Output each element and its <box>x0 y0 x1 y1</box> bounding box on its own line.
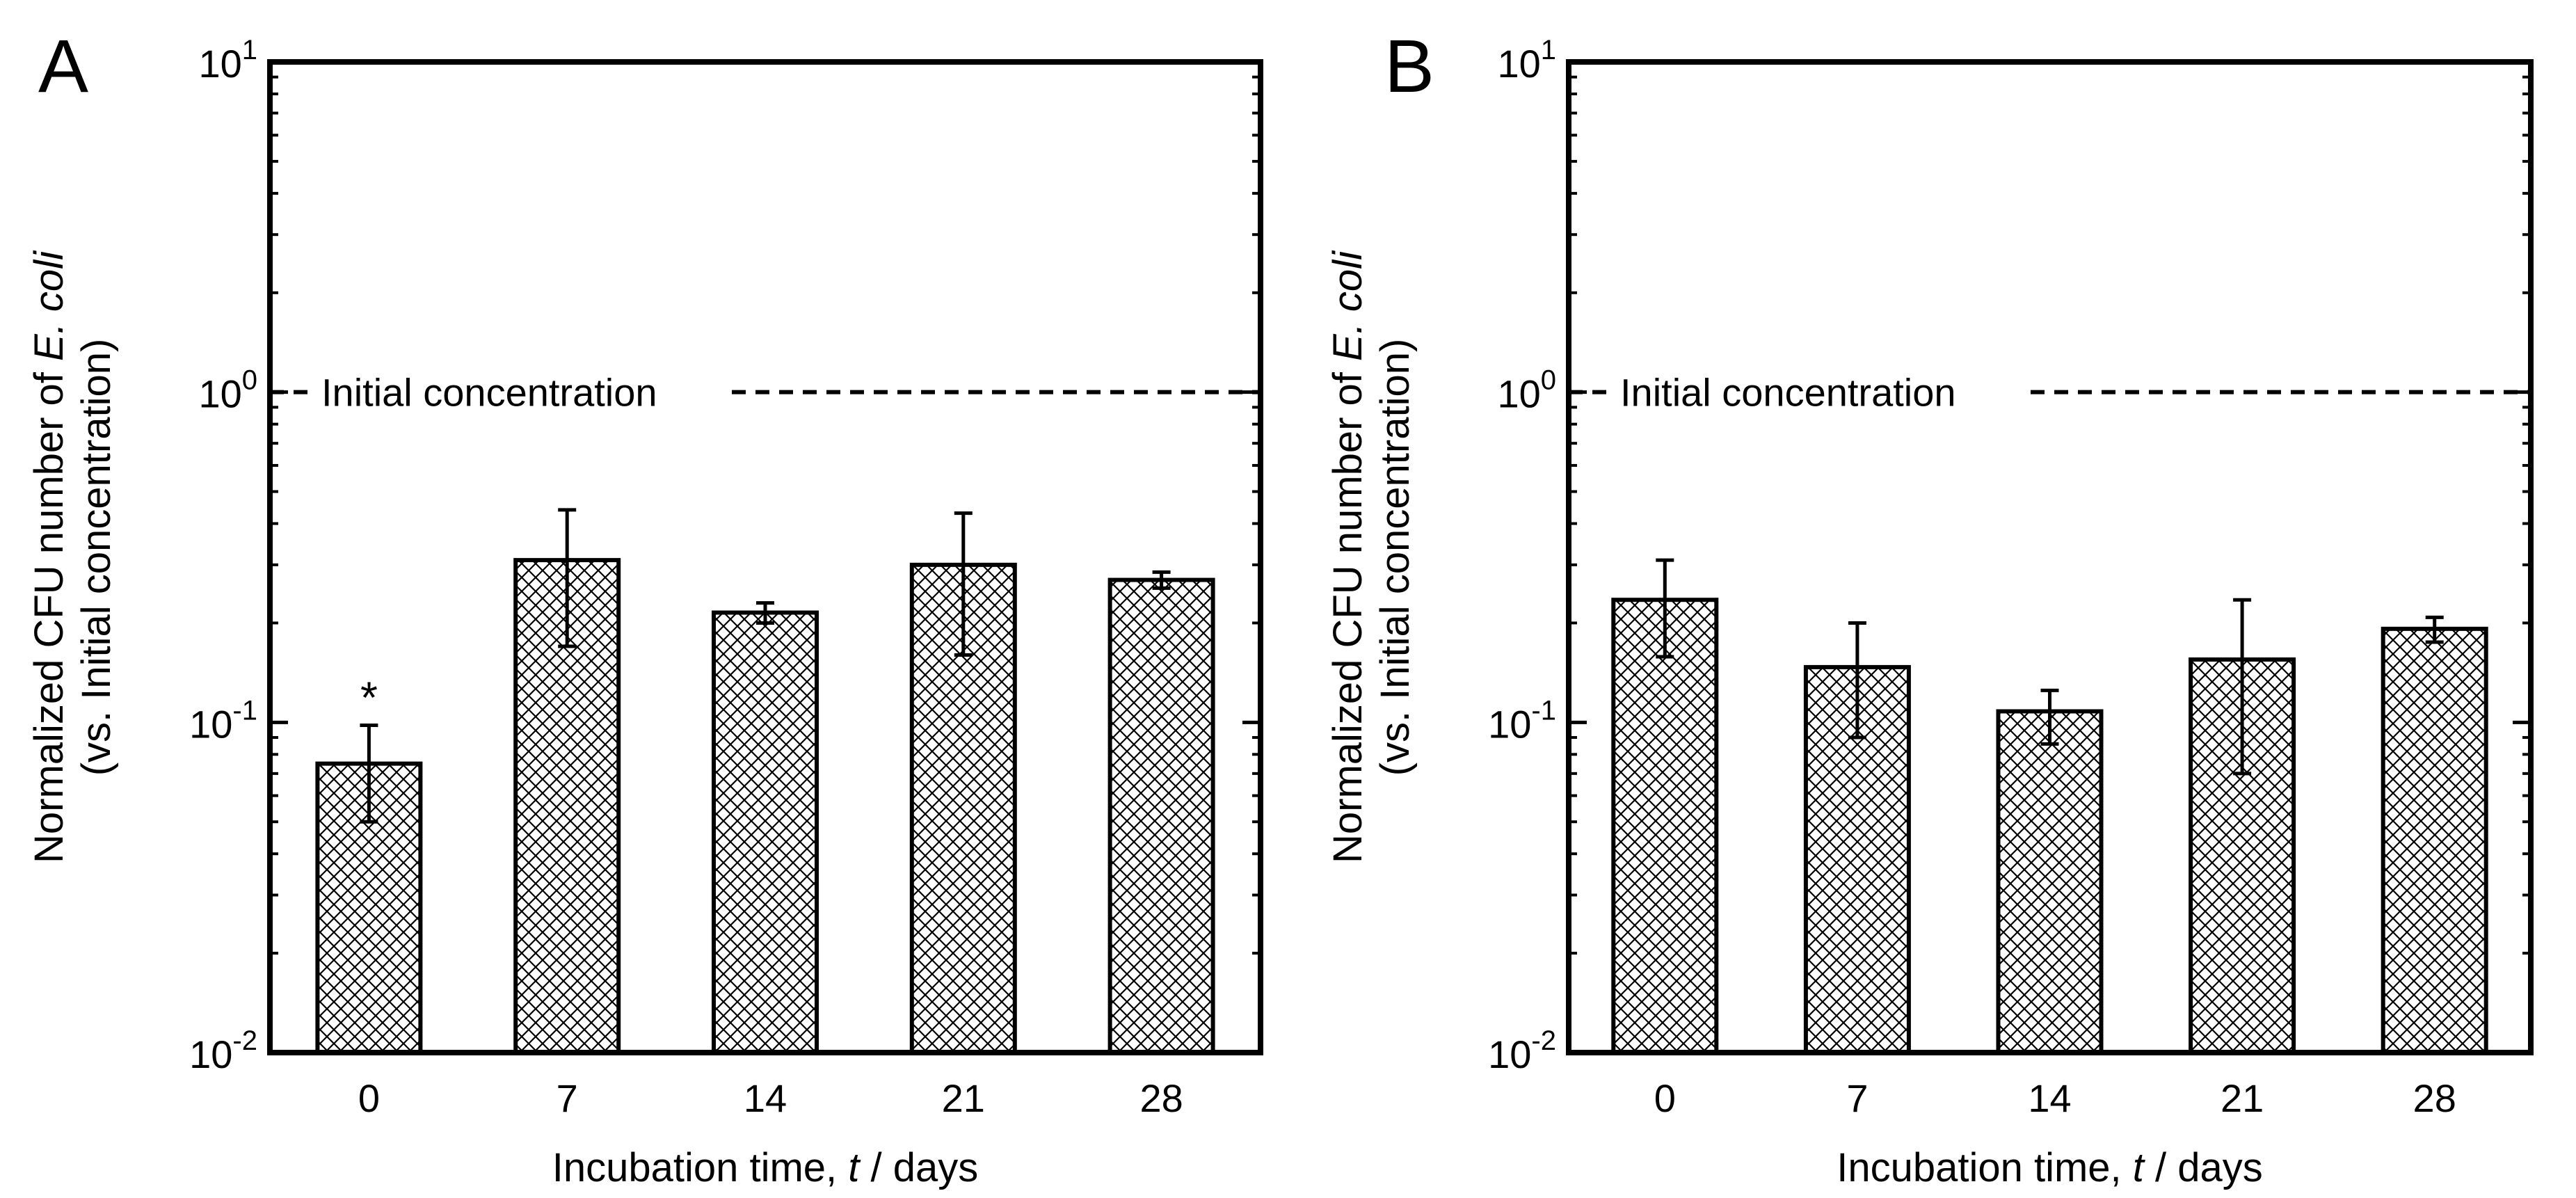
y-axis-label-line1: Normalized CFU number of E. coli <box>1325 250 1370 863</box>
x-axis-label: Incubation time, t / days <box>552 1145 979 1190</box>
x-axis-label-text: Incubation time, <box>1837 1145 2133 1190</box>
bar <box>1107 577 1215 1055</box>
x-axis-label-variable: t <box>848 1145 861 1190</box>
y-tick-label: 101 <box>1497 35 1556 86</box>
x-tick-label: 21 <box>942 1076 985 1120</box>
y-tick-base: 10 <box>189 702 232 746</box>
x-tick-label: 7 <box>1846 1076 1868 1120</box>
y-tick-exponent: -2 <box>1531 1025 1556 1056</box>
x-tick-label: 0 <box>358 1076 380 1120</box>
x-tick-label: 14 <box>2028 1076 2071 1120</box>
y-tick-base: 10 <box>1497 42 1540 86</box>
y-tick-exponent: 1 <box>1541 35 1556 65</box>
y-tick-base: 10 <box>1488 1032 1531 1076</box>
plot-frame <box>267 59 1263 1055</box>
y-tick-exponent: -1 <box>1531 695 1556 726</box>
y-axis-label-organism: E. coli <box>1325 250 1370 361</box>
x-tick-label: 28 <box>1139 1076 1183 1120</box>
y-tick-base: 10 <box>1488 702 1531 746</box>
y-tick-exponent: -1 <box>232 695 257 726</box>
y-tick-base: 10 <box>198 372 241 416</box>
reference-line-label: Initial concentration <box>321 371 657 415</box>
plot-frame <box>1566 59 2534 1055</box>
x-tick-label: 28 <box>2413 1076 2456 1120</box>
reference-line-label: Initial concentration <box>1620 371 1956 415</box>
bar <box>712 610 819 1055</box>
y-tick-label: 100 <box>1497 365 1556 416</box>
y-tick-label: 101 <box>198 35 257 86</box>
y-axis-label-line2: (vs. Initial concentration) <box>74 339 119 776</box>
y-tick-base: 10 <box>1497 372 1540 416</box>
y-tick-label: 10-2 <box>189 1025 257 1076</box>
y-axis-label-organism: E. coli <box>26 250 72 361</box>
x-tick-label: 21 <box>2221 1076 2264 1120</box>
x-tick-label: 14 <box>744 1076 787 1120</box>
y-tick-label: 10-2 <box>1488 1025 1556 1076</box>
y-tick-label: 10-1 <box>1488 695 1556 746</box>
panel-a: A0 7 14 21 28*Initial concentration10-210-11… <box>26 24 1263 1190</box>
x-axis-label: Incubation time, t / days <box>1837 1145 2263 1190</box>
significance-marker: * <box>360 672 378 722</box>
y-axis-label-text: Normalized CFU number of <box>26 361 72 863</box>
y-tick-exponent: 0 <box>242 365 257 396</box>
y-tick-base: 10 <box>198 42 241 86</box>
y-tick-base: 10 <box>189 1032 232 1076</box>
panel-label: B <box>1384 24 1434 108</box>
y-tick-exponent: 0 <box>1541 365 1556 396</box>
y-axis-label-line1: Normalized CFU number of E. coli <box>26 250 72 863</box>
bar <box>2381 626 2488 1055</box>
y-tick-label: 100 <box>198 365 257 416</box>
x-axis-label-text: Incubation time, <box>552 1145 849 1190</box>
x-axis-label-unit: / days <box>859 1145 978 1190</box>
y-tick-exponent: 1 <box>242 35 257 65</box>
y-axis-label-line2: (vs. Initial concentration) <box>1373 339 1418 776</box>
bar <box>1611 598 1719 1055</box>
x-axis-label-unit: / days <box>2144 1145 2263 1190</box>
y-axis-label-text: Normalized CFU number of <box>1325 361 1370 863</box>
y-tick-label: 10-1 <box>189 695 257 746</box>
x-axis-label-variable: t <box>2133 1145 2146 1190</box>
panel-label: A <box>38 24 88 108</box>
bar <box>1996 709 2104 1055</box>
y-tick-exponent: -2 <box>232 1025 257 1056</box>
x-tick-label: 7 <box>557 1076 578 1120</box>
x-tick-label: 0 <box>1654 1076 1676 1120</box>
